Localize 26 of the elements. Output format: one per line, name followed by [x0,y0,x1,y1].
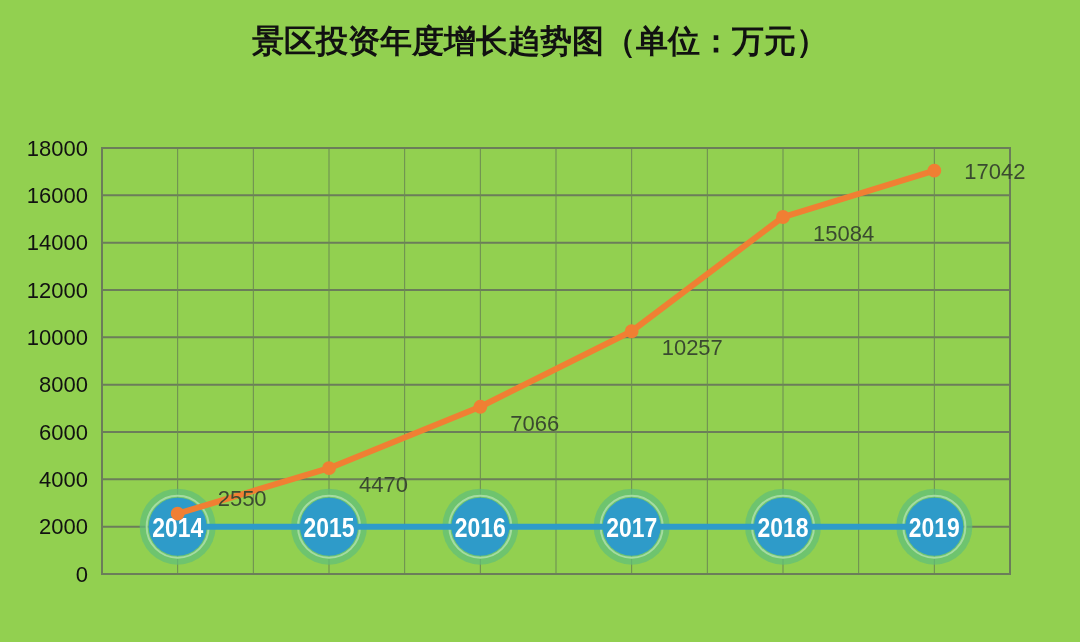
y-tick-label: 2000 [39,514,88,540]
x-tick-label: 2015 [303,511,355,543]
chart-title: 景区投资年度增长趋势图（单位：万元） [251,22,828,60]
data-label: 15084 [813,221,875,247]
y-tick-label: 8000 [39,372,88,398]
y-tick-label: 6000 [39,419,88,445]
x-tick-label: 2019 [908,511,960,543]
y-tick-label: 18000 [26,135,88,161]
y-tick-label: 16000 [26,182,88,208]
x-tick-label: 2014 [152,511,204,543]
x-tick-label: 2016 [454,511,506,543]
y-tick-label: 4000 [39,466,88,492]
x-tick-label: 2018 [757,511,809,543]
data-label: 4470 [359,472,408,498]
x-tick-label: 2017 [606,511,658,543]
point [776,210,790,224]
data-label: 10257 [661,335,723,361]
point [927,163,942,178]
point [624,324,639,339]
data-label: 7066 [510,410,560,436]
y-tick-label: 10000 [26,324,88,350]
y-tick-label: 0 [75,561,88,587]
point [473,399,488,414]
y-tick-label: 14000 [26,230,88,256]
y-tick-label: 12000 [26,277,88,303]
point [322,461,336,476]
